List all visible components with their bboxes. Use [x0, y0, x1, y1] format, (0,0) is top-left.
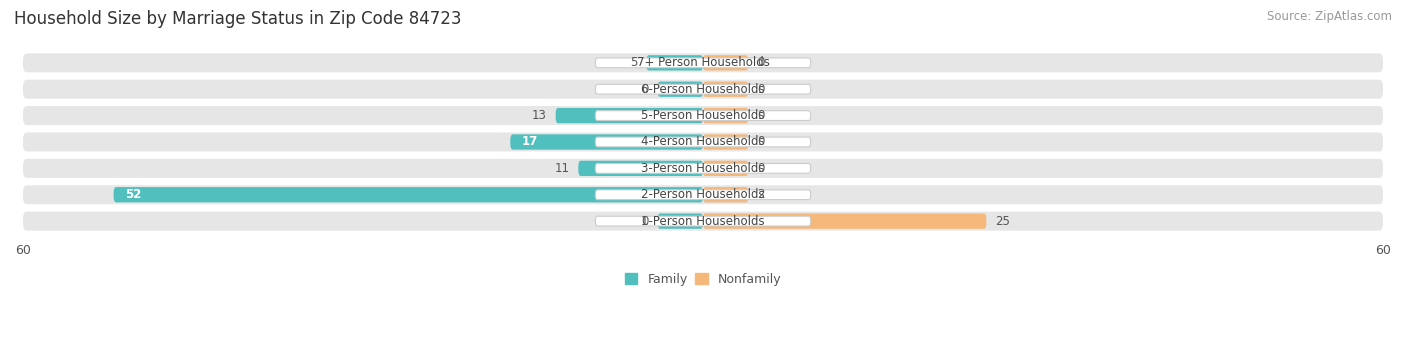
- FancyBboxPatch shape: [703, 55, 748, 71]
- Text: 7+ Person Households: 7+ Person Households: [637, 56, 769, 69]
- FancyBboxPatch shape: [658, 213, 703, 229]
- FancyBboxPatch shape: [595, 137, 811, 147]
- FancyBboxPatch shape: [22, 106, 1384, 125]
- FancyBboxPatch shape: [703, 81, 748, 97]
- FancyBboxPatch shape: [703, 161, 748, 176]
- Text: 0: 0: [758, 135, 765, 148]
- Text: Household Size by Marriage Status in Zip Code 84723: Household Size by Marriage Status in Zip…: [14, 10, 461, 28]
- FancyBboxPatch shape: [658, 81, 703, 97]
- FancyBboxPatch shape: [595, 58, 811, 68]
- FancyBboxPatch shape: [647, 55, 703, 71]
- FancyBboxPatch shape: [703, 187, 748, 203]
- FancyBboxPatch shape: [595, 190, 811, 199]
- FancyBboxPatch shape: [703, 108, 748, 123]
- FancyBboxPatch shape: [22, 133, 1384, 151]
- FancyBboxPatch shape: [595, 216, 811, 226]
- FancyBboxPatch shape: [22, 159, 1384, 178]
- Text: 6-Person Households: 6-Person Households: [641, 83, 765, 96]
- Text: 0: 0: [758, 83, 765, 96]
- FancyBboxPatch shape: [595, 111, 811, 120]
- Text: 3-Person Households: 3-Person Households: [641, 162, 765, 175]
- FancyBboxPatch shape: [22, 212, 1384, 231]
- Text: 0: 0: [758, 162, 765, 175]
- FancyBboxPatch shape: [555, 108, 703, 123]
- Text: 5-Person Households: 5-Person Households: [641, 109, 765, 122]
- Text: 4-Person Households: 4-Person Households: [641, 135, 765, 148]
- Text: 2-Person Households: 2-Person Households: [641, 188, 765, 201]
- FancyBboxPatch shape: [595, 84, 811, 94]
- FancyBboxPatch shape: [22, 185, 1384, 204]
- FancyBboxPatch shape: [22, 80, 1384, 99]
- Text: 1-Person Households: 1-Person Households: [641, 214, 765, 228]
- Text: 13: 13: [531, 109, 547, 122]
- FancyBboxPatch shape: [578, 161, 703, 176]
- Text: 2: 2: [758, 188, 765, 201]
- Text: 17: 17: [522, 135, 538, 148]
- Legend: Family, Nonfamily: Family, Nonfamily: [624, 273, 782, 286]
- Text: 52: 52: [125, 188, 142, 201]
- FancyBboxPatch shape: [22, 53, 1384, 72]
- FancyBboxPatch shape: [510, 134, 703, 150]
- Text: 0: 0: [641, 214, 648, 228]
- FancyBboxPatch shape: [114, 187, 703, 203]
- Text: 0: 0: [758, 109, 765, 122]
- Text: 11: 11: [554, 162, 569, 175]
- Text: 0: 0: [641, 83, 648, 96]
- Text: 5: 5: [630, 56, 637, 69]
- Text: 25: 25: [995, 214, 1011, 228]
- FancyBboxPatch shape: [703, 213, 987, 229]
- FancyBboxPatch shape: [595, 163, 811, 173]
- FancyBboxPatch shape: [703, 134, 748, 150]
- Text: 0: 0: [758, 56, 765, 69]
- Text: Source: ZipAtlas.com: Source: ZipAtlas.com: [1267, 10, 1392, 23]
